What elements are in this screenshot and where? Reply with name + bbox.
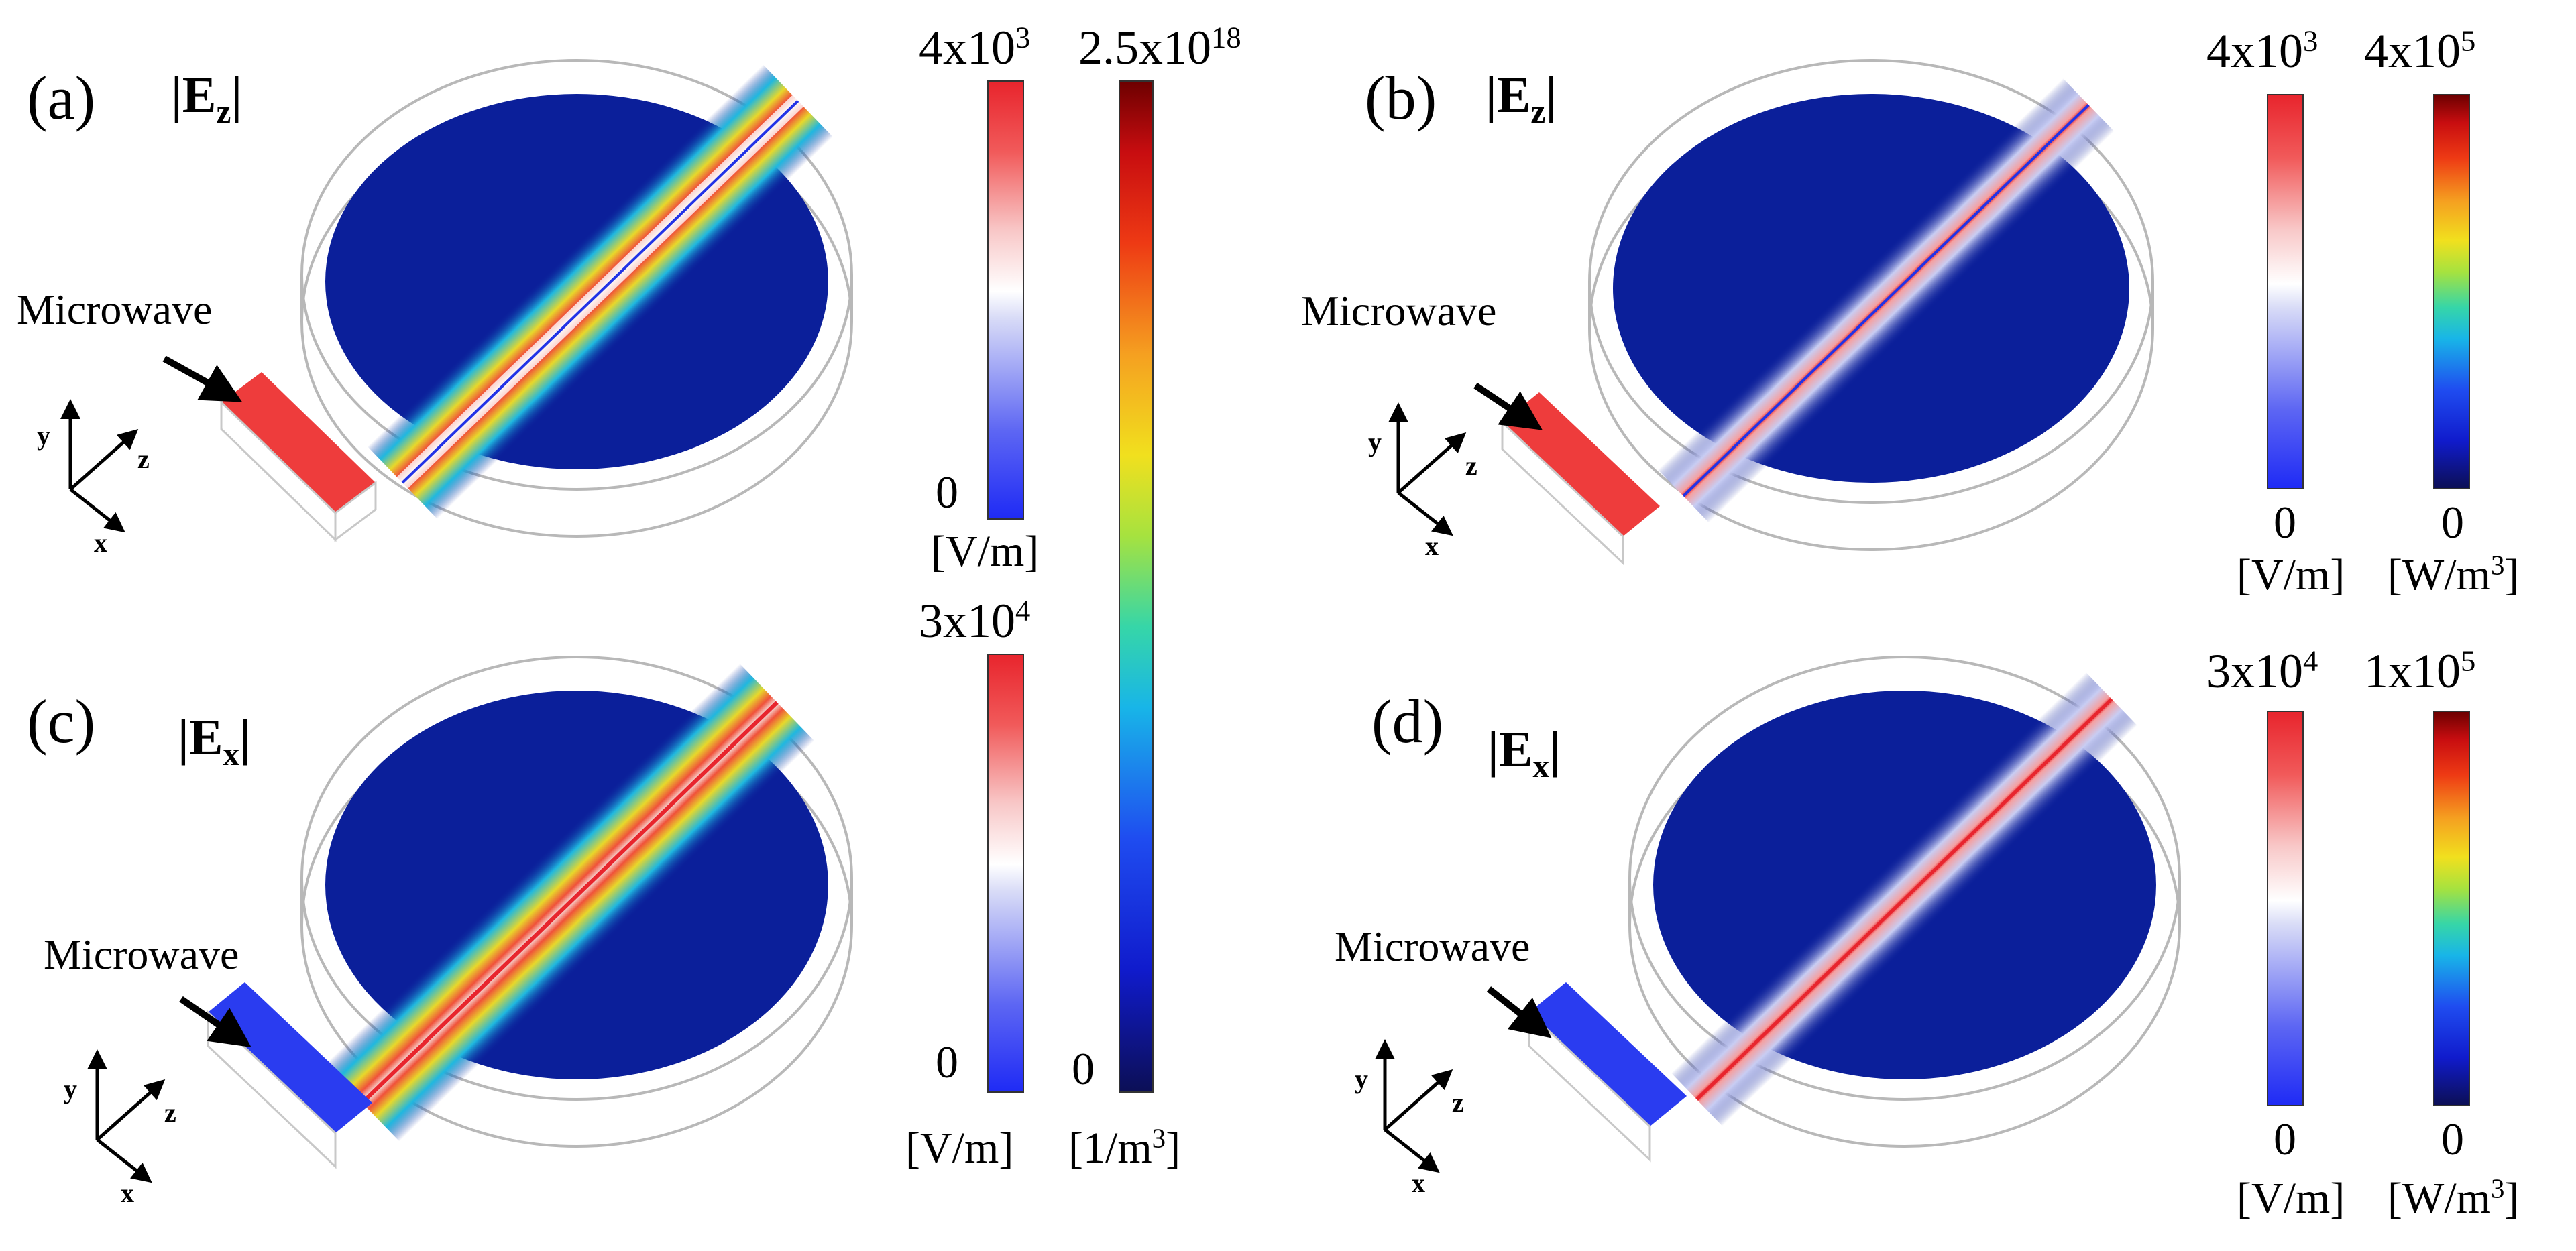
panel-c-label: (c) <box>27 687 96 756</box>
colorbar-b-power-min: 0 <box>2441 497 2464 548</box>
panel-c-field-label: |Ex| <box>178 709 251 773</box>
axis-z-d: z <box>1452 1087 1464 1118</box>
field-strip <box>325 664 815 1142</box>
microwave-label-d: Microwave <box>1335 922 1530 970</box>
colorbar-c-min: 0 <box>936 1036 958 1087</box>
arrow-icon <box>1473 382 1543 430</box>
panel-c-simulation <box>207 656 853 1169</box>
axes-triad-d <box>1375 1039 1453 1173</box>
arrow-icon <box>179 996 251 1047</box>
axes-triad-b <box>1388 402 1467 536</box>
panel-b-field-label: |Ez| <box>1486 67 1557 131</box>
axis-z-a: z <box>137 444 150 474</box>
colorbar-d-power-max: 1x105 <box>2364 644 2476 698</box>
colorbar-a-unit: [V/m] <box>931 527 1040 576</box>
field-strip <box>367 64 833 519</box>
colorbar-b-field-min: 0 <box>2274 497 2296 548</box>
panel-a-simulation <box>220 59 853 542</box>
axis-z-b: z <box>1465 451 1477 481</box>
port-box <box>220 372 377 542</box>
colorbar-d-power <box>2433 711 2470 1106</box>
axis-x-c: x <box>121 1178 134 1208</box>
axis-y-a: y <box>37 420 50 451</box>
colorbar-b-field-unit: [V/m] <box>2237 550 2345 599</box>
axis-y-b: y <box>1368 427 1382 457</box>
colorbar-density-min: 0 <box>1072 1043 1095 1094</box>
colorbar-d-field-min: 0 <box>2274 1114 2296 1165</box>
axis-x-a: x <box>94 528 107 558</box>
microwave-label-b: Microwave <box>1301 287 1497 335</box>
colorbar-b-field <box>2267 94 2304 489</box>
colorbar-b-power-unit: [W/m3] <box>2388 550 2520 599</box>
panel-b-simulation <box>1501 59 2154 566</box>
axis-z-c: z <box>164 1097 176 1128</box>
colorbar-d-field-unit: [V/m] <box>2237 1174 2345 1223</box>
colorbar-b-field-max: 4x103 <box>2206 23 2318 78</box>
colorbar-a-field <box>987 80 1024 520</box>
microwave-label-c: Microwave <box>44 931 239 978</box>
field-strip <box>1657 78 2115 523</box>
panel-d-label: (d) <box>1371 687 1444 756</box>
axis-x-d: x <box>1412 1168 1425 1198</box>
axes-triad-a <box>60 399 139 533</box>
colorbar-d-field <box>2267 711 2304 1106</box>
colorbar-density <box>1119 80 1154 1093</box>
axes-triad-c <box>87 1049 166 1183</box>
colorbar-density-unit: [1/m3] <box>1068 1123 1181 1173</box>
arrow-icon <box>1486 986 1552 1038</box>
axis-y-c: y <box>64 1074 77 1104</box>
panel-b-label: (b) <box>1365 64 1437 132</box>
colorbar-d-power-unit: [W/m3] <box>2388 1173 2520 1223</box>
colorbar-a-max: 4x103 <box>919 20 1031 74</box>
colorbar-b-power <box>2433 94 2470 489</box>
colorbar-c-field <box>987 654 1024 1093</box>
colorbar-d-power-min: 0 <box>2441 1114 2464 1165</box>
field-strip <box>1671 672 2137 1126</box>
panel-a-label: (a) <box>27 64 96 132</box>
panel-a-field-label: |Ez| <box>171 67 243 131</box>
colorbar-c-max: 3x104 <box>919 593 1031 648</box>
microwave-label-a: Microwave <box>17 286 213 333</box>
colorbar-density-max: 2.5x1018 <box>1078 20 1241 74</box>
axis-x-b: x <box>1425 531 1439 561</box>
colorbar-a-min: 0 <box>936 467 958 518</box>
colorbar-c-unit: [V/m] <box>905 1124 1014 1173</box>
colorbar-d-field-max: 3x104 <box>2206 644 2318 698</box>
panel-d-simulation <box>1528 656 2181 1163</box>
colorbar-b-power-max: 4x105 <box>2364 23 2476 78</box>
arrow-icon <box>162 355 243 402</box>
axis-y-d: y <box>1355 1064 1368 1094</box>
panel-d-field-label: |Ex| <box>1488 721 1561 785</box>
